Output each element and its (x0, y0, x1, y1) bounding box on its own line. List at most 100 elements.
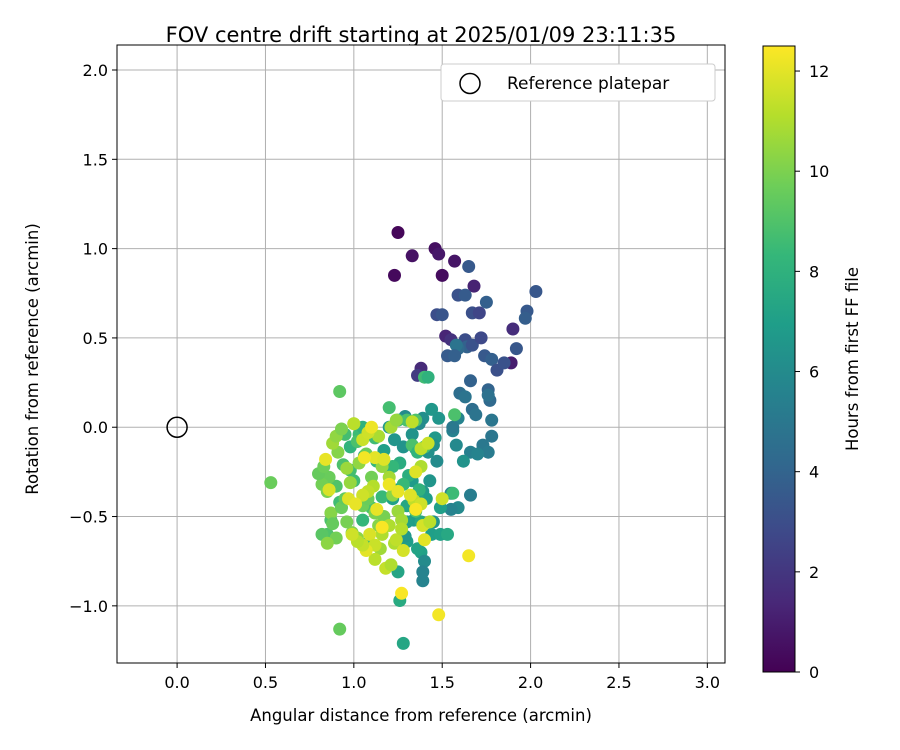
data-point (365, 420, 378, 434)
data-point (368, 552, 382, 566)
data-point (462, 549, 476, 563)
data-point (481, 445, 495, 459)
data-point (384, 558, 398, 572)
data-point (471, 447, 485, 461)
colorbar-tick-label: 0 (809, 663, 819, 682)
x-tick-label: 1.0 (341, 673, 366, 692)
data-point (375, 520, 389, 534)
data-point (518, 311, 532, 325)
colorbar-tick-label: 2 (809, 563, 819, 582)
data-point (421, 370, 435, 384)
colorbar-tick-label: 6 (809, 363, 819, 382)
data-point (377, 444, 391, 457)
data-point (347, 417, 361, 431)
colorbar-ticks: 0 2 4 6 8 10 12 (795, 62, 829, 682)
x-tick-label: 2.5 (606, 673, 631, 692)
y-tick-label: 1.0 (83, 240, 108, 259)
data-point (497, 356, 511, 370)
data-point (449, 338, 463, 352)
x-tick-label: 0.0 (164, 673, 189, 692)
x-tick-label: 3.0 (695, 673, 720, 692)
legend-label: Reference platepar (507, 74, 669, 94)
x-tick-label: 0.5 (253, 673, 278, 692)
y-tick-label: −1.0 (69, 597, 108, 616)
data-point (435, 492, 449, 506)
data-point (479, 295, 493, 309)
x-axis-ticks: 0.0 0.5 1.0 1.5 2.0 2.5 3.0 (164, 663, 720, 692)
data-point (485, 352, 499, 366)
data-point (430, 454, 444, 468)
data-point (425, 402, 439, 416)
data-point (448, 408, 462, 422)
data-point (319, 452, 333, 466)
data-point (409, 465, 423, 479)
data-point (485, 413, 499, 427)
data-point (377, 452, 391, 466)
x-tick-label: 2.0 (518, 673, 543, 692)
colorbar-gradient (762, 45, 796, 673)
data-point (322, 483, 336, 497)
data-point (356, 513, 370, 527)
data-point (356, 488, 370, 502)
data-point (333, 622, 347, 636)
legend-box (440, 63, 716, 102)
data-point (324, 506, 338, 520)
data-point (435, 268, 449, 282)
y-tick-label: −0.5 (69, 508, 108, 527)
data-point (333, 385, 347, 398)
data-point (416, 574, 430, 588)
data-point (472, 306, 486, 320)
data-point (456, 454, 470, 468)
data-point (343, 476, 357, 490)
data-point (432, 608, 446, 622)
data-point (395, 586, 409, 600)
data-point (388, 433, 401, 447)
data-point (421, 436, 435, 450)
data-point (441, 527, 454, 541)
data-point (418, 554, 431, 568)
data-point (396, 636, 410, 650)
data-point (416, 565, 430, 579)
colorbar-tick-label: 12 (809, 62, 829, 81)
colorbar: 0 2 4 6 8 10 12 Hours from first FF file (762, 45, 862, 682)
data-point (411, 542, 424, 556)
data-point (372, 429, 386, 443)
y-tick-label: 1.5 (83, 150, 108, 169)
legend: Reference platepar (440, 63, 716, 102)
colorbar-tick-label: 4 (809, 463, 819, 482)
data-point (481, 388, 495, 402)
data-point (423, 515, 437, 529)
data-point (382, 477, 396, 491)
data-point (357, 451, 371, 465)
colorbar-tick-label: 10 (809, 162, 829, 181)
reference-marker (166, 416, 188, 438)
data-point (326, 517, 340, 531)
data-point (506, 322, 520, 336)
data-point (423, 474, 437, 488)
data-point (320, 536, 334, 550)
chart-title: FOV centre drift starting at 2025/01/09 … (166, 23, 677, 47)
data-point (405, 415, 419, 429)
data-point (485, 429, 499, 443)
x-tick-label: 1.5 (429, 673, 454, 692)
data-point (446, 486, 460, 500)
data-point (435, 308, 449, 322)
data-point (465, 338, 479, 352)
y-tick-label: 0.0 (83, 418, 108, 437)
data-point (418, 533, 431, 547)
data-point (529, 285, 543, 298)
colorbar-tick-label: 8 (809, 262, 819, 281)
y-axis-label: Rotation from reference (arcmin) (23, 223, 42, 495)
data-point (403, 488, 417, 502)
data-points (264, 226, 543, 650)
y-tick-label: 2.0 (83, 61, 108, 80)
data-point (446, 420, 460, 434)
data-point (396, 544, 410, 557)
data-point (444, 502, 458, 516)
data-point (405, 249, 419, 263)
data-point (391, 226, 405, 239)
data-point (335, 422, 348, 436)
data-point (464, 374, 477, 388)
colorbar-label: Hours from first FF file (843, 267, 862, 451)
